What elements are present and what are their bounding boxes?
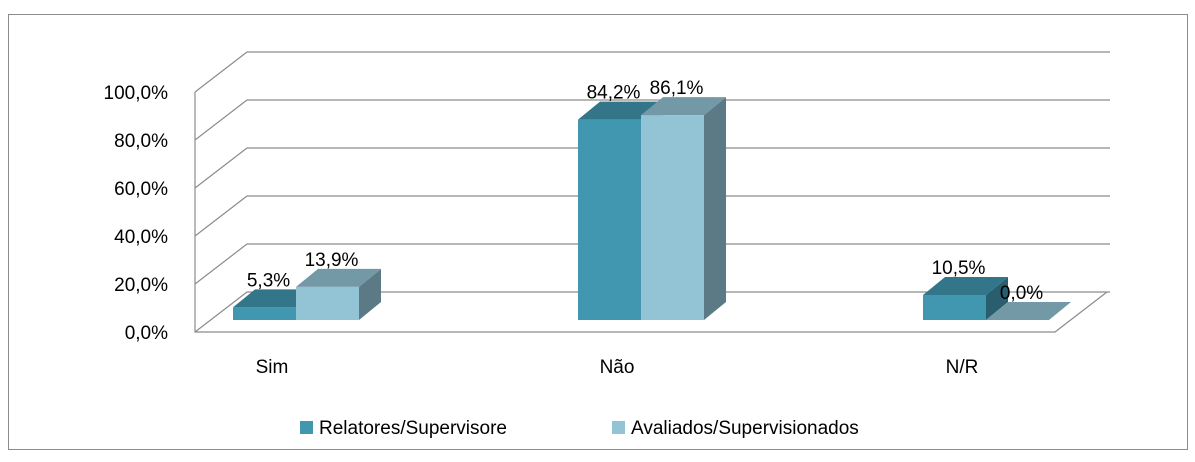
legend-label: Relatores/Supervisore xyxy=(319,418,507,439)
bar-top xyxy=(923,277,1008,296)
y-tick-label: 40,0% xyxy=(114,227,168,248)
data-label: 86,1% xyxy=(650,78,704,99)
bar xyxy=(578,119,641,320)
bar xyxy=(923,295,986,320)
grid-line xyxy=(194,147,1110,189)
wall-edge xyxy=(194,92,1108,333)
bar xyxy=(641,115,704,320)
grid-line xyxy=(194,291,1110,333)
bar xyxy=(296,286,359,320)
data-label: 10,5% xyxy=(932,258,986,279)
bar-top xyxy=(986,302,1071,320)
bar-side xyxy=(359,268,381,320)
data-label: 5,3% xyxy=(247,270,290,291)
bar-side xyxy=(986,277,1008,320)
y-tick-label: 80,0% xyxy=(114,131,168,152)
legend-swatch xyxy=(612,421,625,434)
grid-line xyxy=(194,243,1110,285)
y-tick-label: 0,0% xyxy=(125,323,168,344)
x-tick-label: Não xyxy=(600,357,635,378)
bar-top xyxy=(641,97,726,116)
legend-swatch xyxy=(300,421,313,434)
grid-line xyxy=(194,99,1110,141)
grid-line xyxy=(194,51,1110,93)
data-label: 84,2% xyxy=(587,83,641,104)
data-label: 13,9% xyxy=(305,250,359,271)
y-tick-label: 100,0% xyxy=(104,83,169,104)
bar-side xyxy=(704,97,726,320)
x-tick-label: N/R xyxy=(946,357,979,378)
y-tick-label: 60,0% xyxy=(114,179,168,200)
bar xyxy=(233,307,296,320)
y-tick-label: 20,0% xyxy=(114,275,168,296)
x-tick-label: Sim xyxy=(256,357,289,378)
data-label: 0,0% xyxy=(1000,283,1043,304)
grid-line xyxy=(194,195,1110,237)
bar-top xyxy=(296,268,381,287)
legend-label: Avaliados/Supervisionados xyxy=(631,418,859,439)
